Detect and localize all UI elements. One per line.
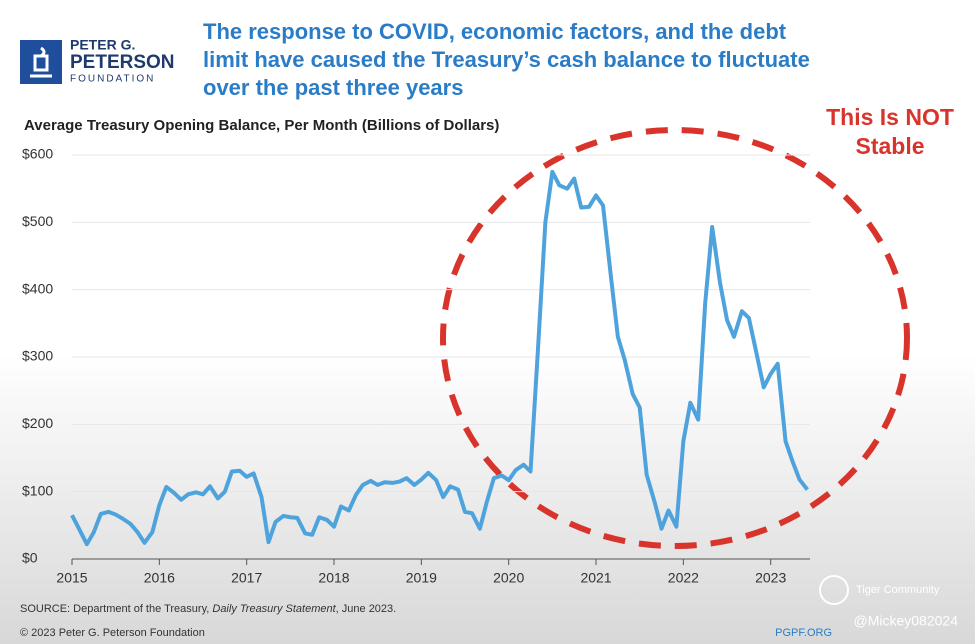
x-tick-label: 2021 (580, 570, 611, 586)
chart-subtitle: Average Treasury Opening Balance, Per Mo… (24, 117, 499, 134)
data-line (70, 169, 809, 547)
watermark-handle: @Mickey082024 (854, 613, 959, 629)
y-tick-label: $300 (22, 348, 53, 364)
source-text: , June 2023. (335, 603, 397, 615)
y-tick-label: $400 (22, 280, 53, 296)
y-tick-label: $500 (22, 213, 53, 229)
watermark-icon (819, 575, 849, 605)
y-tick-label: $100 (22, 482, 53, 498)
source-text: SOURCE: Department of the Treasury, (20, 603, 213, 615)
y-tick-label: $0 (22, 550, 38, 566)
annotation: This Is NOT Stable (826, 104, 954, 159)
source-text: Daily Treasury Statement (212, 603, 336, 615)
x-tick-label: 2023 (755, 570, 786, 586)
logo: PETER G. PETERSON FOUNDATION (20, 37, 175, 85)
x-tick-label: 2015 (56, 570, 87, 586)
chart-title: The response to COVID, economic factors,… (203, 19, 810, 100)
x-tick-label: 2017 (231, 570, 262, 586)
title-box: The response to COVID, economic factors,… (203, 19, 810, 100)
y-tick-label: $600 (22, 146, 53, 162)
logo-text: FOUNDATION (70, 74, 155, 85)
highlight-circle (440, 127, 910, 549)
copyright: © 2023 Peter G. Peterson Foundation (20, 627, 205, 639)
x-tick-label: 2016 (144, 570, 175, 586)
logo-icon (30, 46, 52, 78)
watermark-brand: Tiger Community (856, 584, 940, 596)
logo-text: PETERSON (70, 52, 175, 73)
source-box: SOURCE: Department of the Treasury, Dail… (20, 603, 620, 615)
annotation-box: This Is NOT Stable (826, 104, 954, 159)
x-tick-label: 2020 (493, 570, 524, 586)
plot: $0 $100 $200 $300 $400 $500 $600 2015 2016 2017 20… (22, 146, 810, 586)
source: SOURCE: Department of the Treasury, Dail… (20, 603, 620, 615)
logo-text: PETER G. (70, 37, 135, 53)
y-tick-label: $200 (22, 415, 53, 431)
x-tick-label: 2022 (668, 570, 699, 586)
x-tick-label: 2018 (318, 570, 349, 586)
site: PGPF.ORG (775, 627, 832, 639)
x-tick-label: 2019 (406, 570, 437, 586)
